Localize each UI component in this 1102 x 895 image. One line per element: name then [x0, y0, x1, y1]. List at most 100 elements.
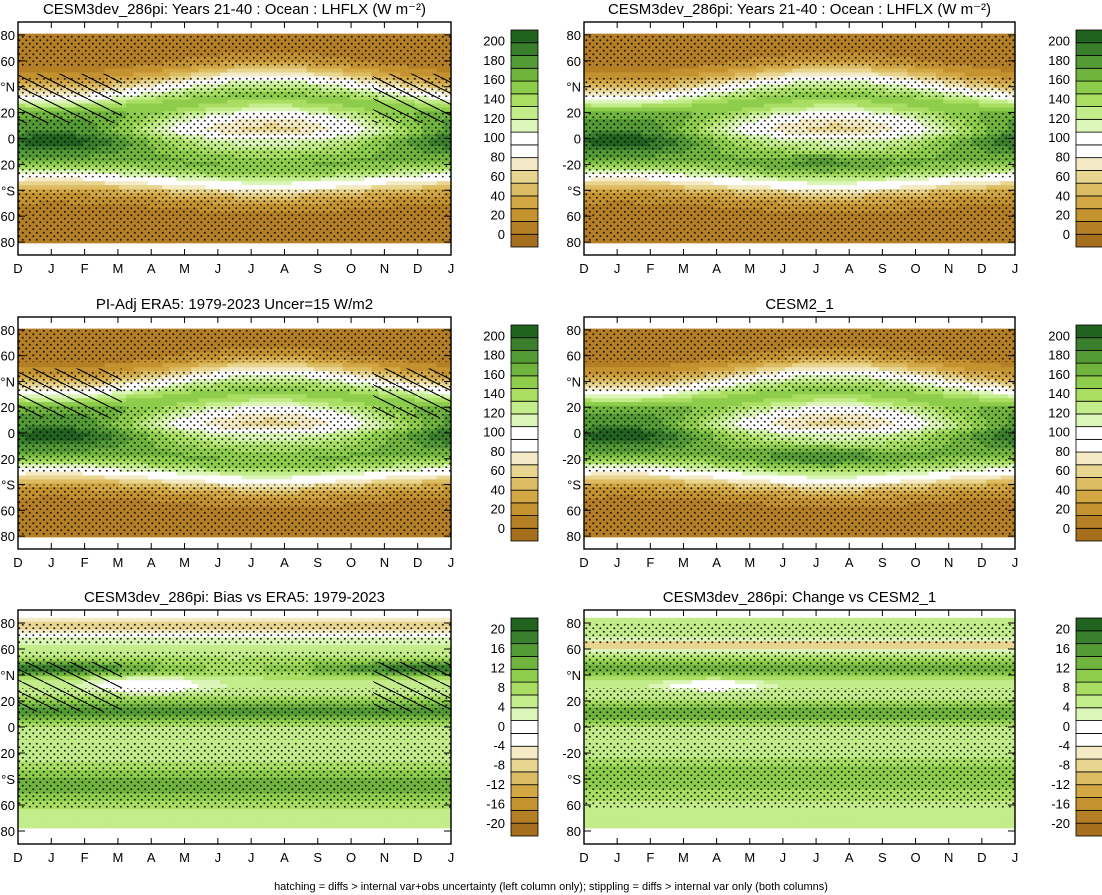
heatmap-cell	[885, 29, 894, 35]
heatmap-cell	[191, 72, 200, 77]
heatmap-cell	[68, 247, 77, 252]
heatmap-cell	[256, 25, 264, 31]
heatmap-cell	[971, 22, 980, 27]
heatmap-cell	[263, 247, 272, 252]
heatmap-cell	[670, 103, 678, 109]
heatmap-cell	[321, 243, 329, 248]
heatmap-cell	[335, 25, 344, 31]
heatmap-cell	[61, 25, 70, 31]
heatmap-cell	[299, 177, 308, 182]
heatmap-cell	[198, 25, 207, 31]
heatmap-cell	[777, 72, 786, 77]
heatmap-cell	[378, 22, 387, 27]
heatmap-cell	[785, 68, 793, 74]
heatmap-cell	[742, 99, 750, 105]
heatmap-cell	[619, 99, 628, 105]
heatmap-cell	[386, 25, 394, 31]
heatmap-cell	[713, 103, 722, 109]
heatmap-cell	[993, 72, 1002, 77]
heatmap-cell	[407, 25, 416, 31]
heatmap-cell	[126, 22, 135, 27]
heatmap-cell	[655, 22, 664, 27]
heatmap-cell	[104, 29, 113, 35]
heatmap-cell	[706, 25, 714, 31]
panel-1: CESM3dev_286pi: Years 21-40 : Ocean : LH…	[0, 1, 539, 276]
heatmap-cell	[342, 107, 351, 112]
heatmap-cell	[155, 22, 163, 27]
heatmap-cell	[328, 103, 337, 109]
heatmap-cell	[605, 103, 614, 109]
heatmap-cell	[443, 177, 452, 182]
heatmap-cell	[133, 247, 142, 252]
heatmap-cell	[864, 29, 872, 35]
heatmap-cell	[321, 107, 329, 112]
heatmap-cell	[670, 22, 678, 27]
heatmap-cell	[328, 95, 337, 101]
heatmap-cell	[828, 68, 837, 74]
heatmap-cell	[75, 243, 84, 248]
heatmap-cell	[584, 103, 592, 109]
heatmap-cell	[386, 181, 394, 186]
heatmap-cell	[856, 68, 865, 74]
heatmap-cell	[386, 29, 394, 35]
heatmap-cell	[612, 103, 621, 109]
heatmap-cell	[227, 107, 236, 112]
heatmap-cell	[248, 251, 257, 256]
heatmap-cell	[950, 68, 959, 74]
heatmap-cell	[655, 25, 664, 31]
heatmap-cell	[39, 25, 48, 31]
heatmap-cell	[299, 99, 308, 105]
heatmap-cell	[39, 29, 48, 35]
heatmap-cell	[777, 68, 786, 74]
heatmap-cell	[349, 103, 358, 109]
heatmap-cell	[241, 107, 250, 112]
heatmap-cell	[234, 107, 243, 112]
heatmap-cell	[61, 177, 70, 182]
heatmap-cell	[727, 68, 736, 74]
heatmap-cell	[328, 107, 337, 112]
heatmap-cell	[169, 107, 178, 112]
heatmap-cell	[986, 29, 995, 35]
heatmap-cell	[335, 243, 344, 248]
heatmap-cell	[591, 99, 599, 105]
heatmap-cell	[126, 181, 135, 186]
heatmap-cell	[393, 22, 402, 27]
heatmap-cell	[436, 251, 445, 256]
heatmap-cell	[957, 25, 966, 31]
heatmap-cell	[162, 107, 171, 112]
heatmap-cell	[227, 247, 236, 252]
heatmap-cell	[979, 72, 987, 77]
heatmap-cell	[957, 72, 966, 77]
heatmap-cell	[727, 99, 736, 105]
y-tick-label: 80	[1, 28, 15, 43]
heatmap-cell	[97, 243, 106, 248]
heatmap-cell	[155, 72, 163, 77]
heatmap-cell	[1000, 29, 1009, 35]
heatmap-cell	[212, 25, 221, 31]
heatmap-cell	[400, 25, 409, 31]
heatmap-cell	[234, 68, 243, 74]
heatmap-cell	[436, 185, 445, 190]
heatmap-cell	[727, 103, 736, 109]
heatmap-cell	[328, 243, 337, 248]
heatmap-cell	[641, 103, 650, 109]
colorbar-tick-label: 80	[491, 150, 505, 165]
heatmap-cell	[191, 107, 200, 112]
heatmap-cell	[785, 103, 793, 109]
heatmap-cell	[342, 22, 351, 27]
heatmap-cell	[591, 25, 599, 31]
heatmap-cell	[90, 25, 98, 31]
heatmap-cell	[914, 99, 923, 105]
heatmap-cell	[61, 22, 70, 27]
stippling-region	[18, 190, 451, 243]
heatmap-cell	[220, 22, 228, 27]
heatmap-cell	[111, 251, 120, 256]
heatmap-cell	[205, 29, 214, 35]
heatmap-cell	[677, 22, 686, 27]
heatmap-cell	[335, 72, 344, 77]
heatmap-cell	[212, 99, 221, 105]
heatmap-cell	[183, 181, 192, 186]
heatmap-cell	[140, 251, 149, 256]
heatmap-cell	[299, 247, 308, 252]
